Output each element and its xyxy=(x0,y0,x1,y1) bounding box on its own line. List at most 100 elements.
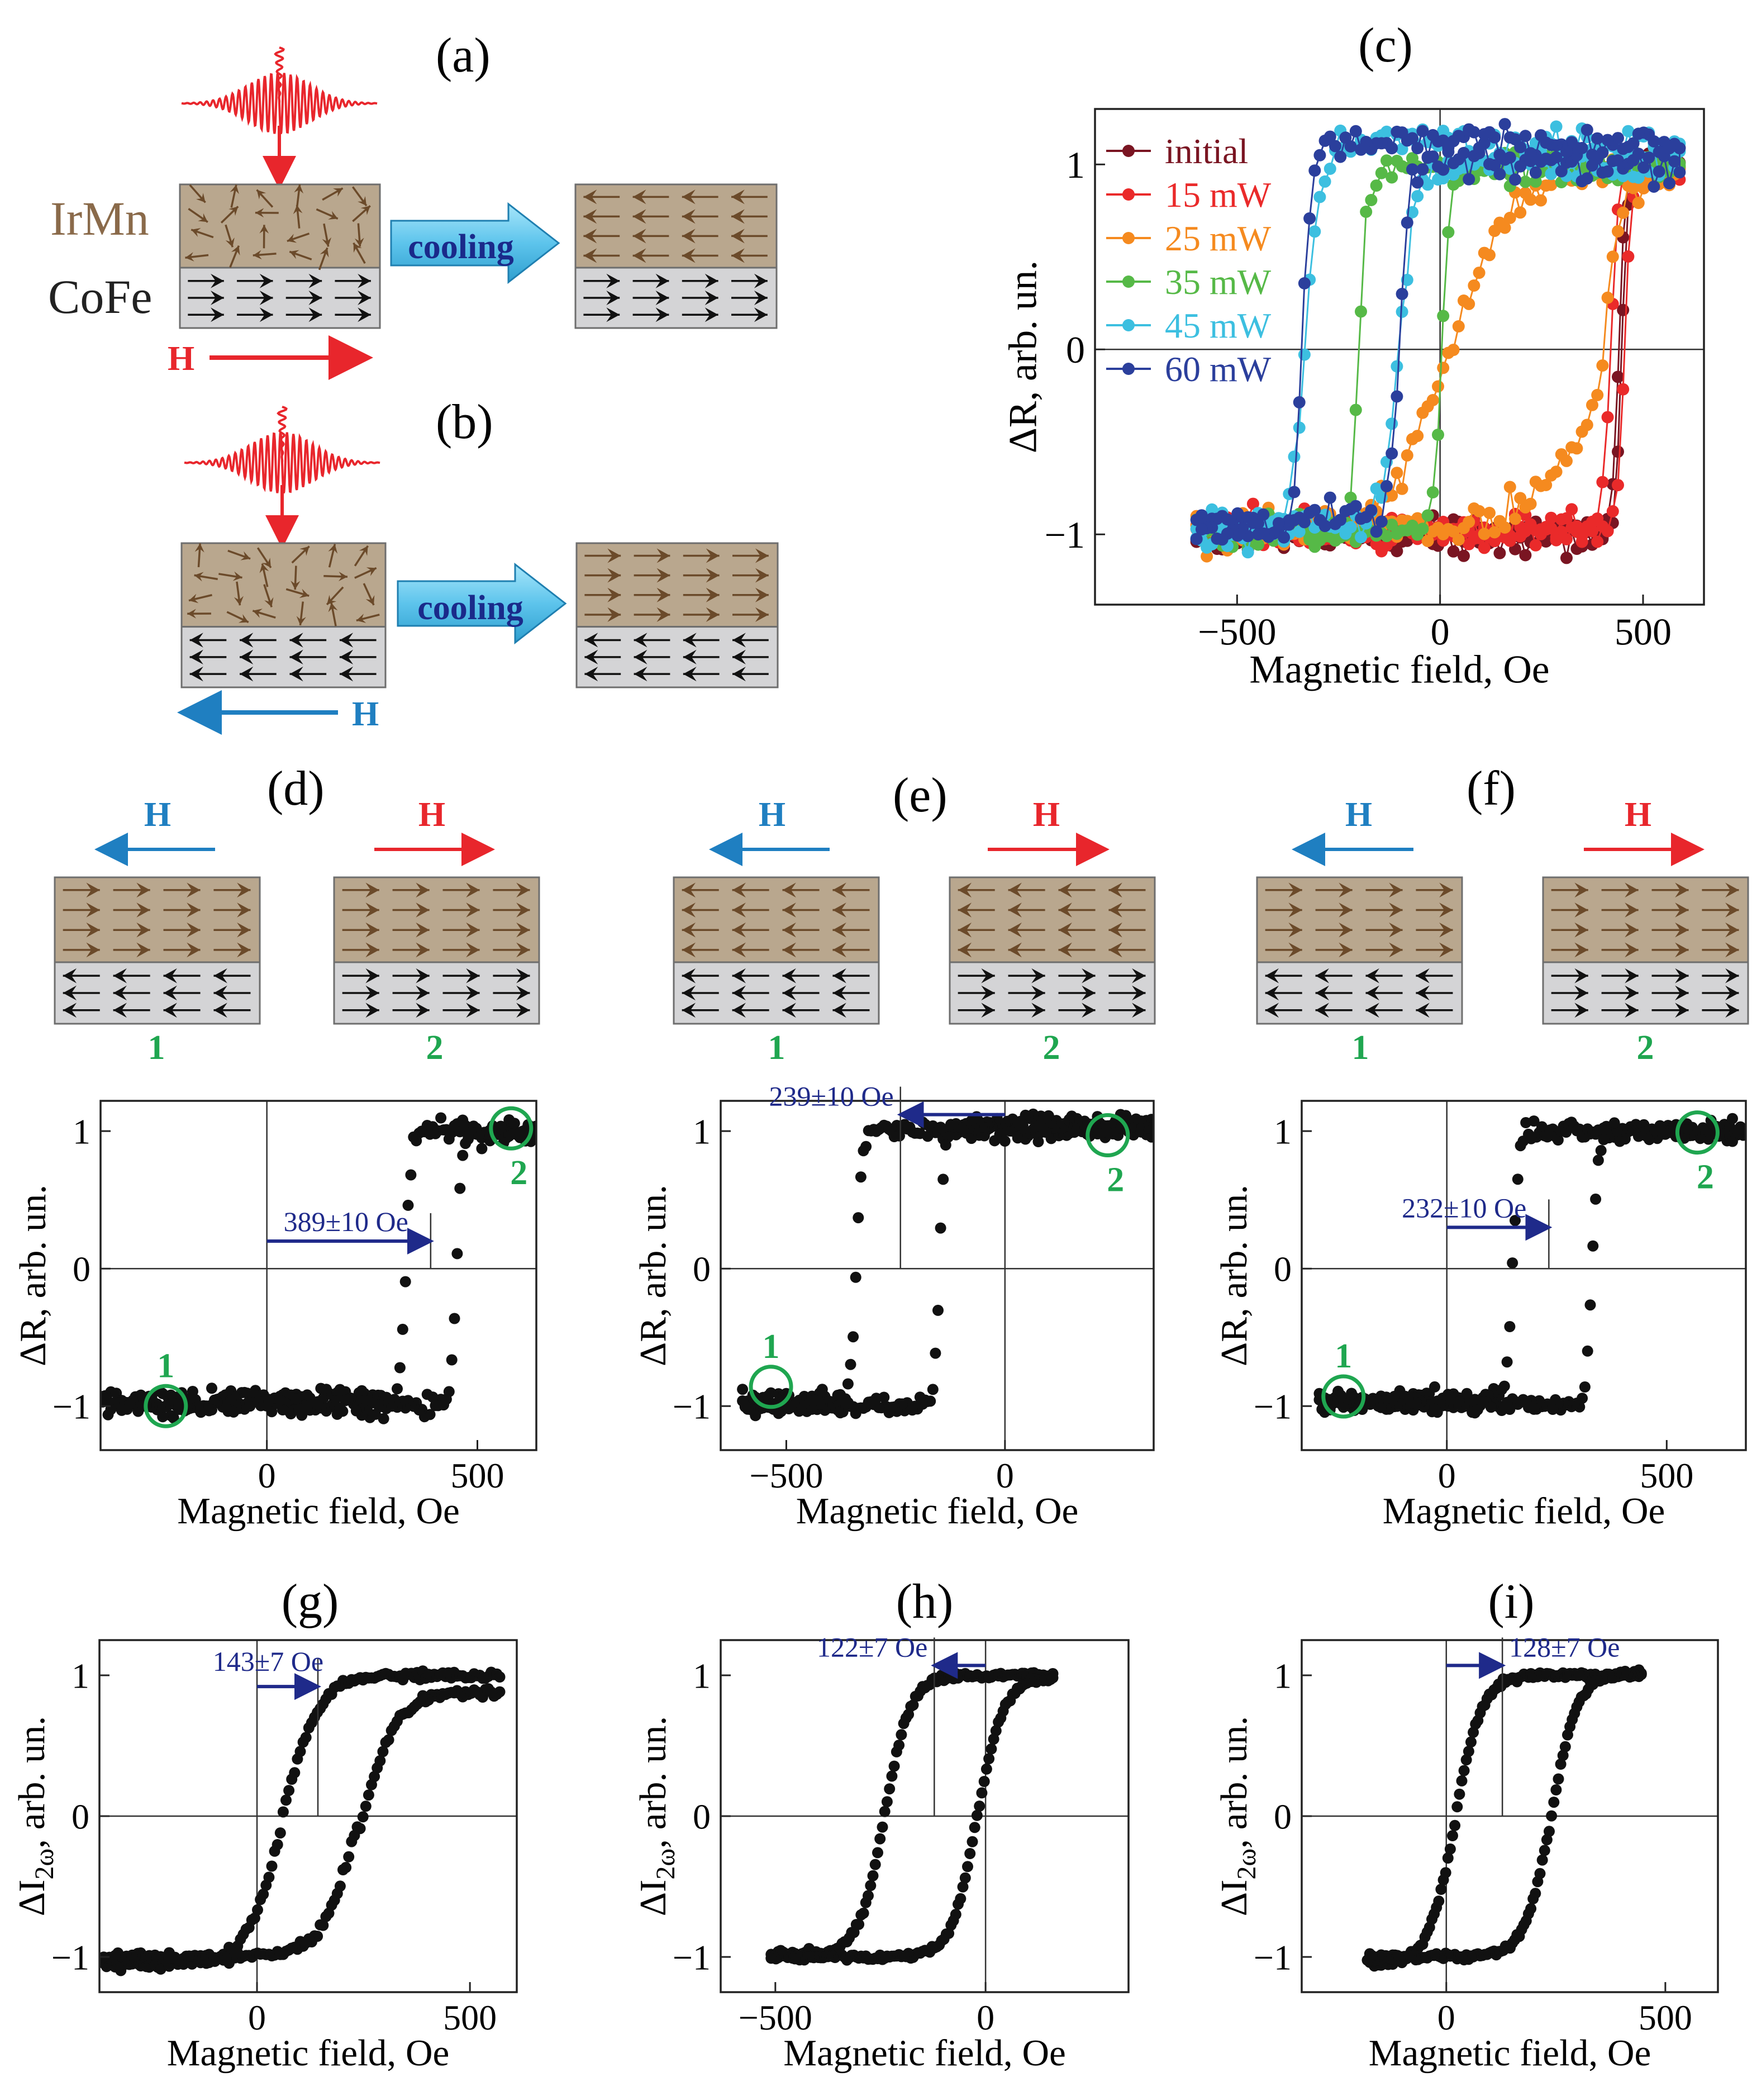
data-point xyxy=(937,1173,949,1185)
data-point xyxy=(1396,482,1408,495)
irmn-spin-arrow xyxy=(1108,922,1146,938)
data-point xyxy=(1580,172,1593,185)
cofe-spin-arrow xyxy=(339,633,377,648)
data-point xyxy=(927,1384,939,1395)
data-point xyxy=(988,1733,999,1745)
data-point xyxy=(986,1743,997,1755)
irmn-spin-arrow xyxy=(732,607,769,622)
data-point xyxy=(1421,178,1434,191)
data-point xyxy=(1246,516,1259,529)
irmn-spin-arrow xyxy=(1651,902,1689,918)
irmn-layer xyxy=(574,183,778,269)
irmn-spin-arrow xyxy=(732,882,769,898)
cofe-spin-arrow xyxy=(213,968,251,984)
legend-label: 25 mW xyxy=(1165,218,1272,258)
data-point xyxy=(476,1143,488,1154)
irmn-spin-arrow xyxy=(185,252,209,262)
data-point xyxy=(1622,250,1635,263)
data-point xyxy=(1406,163,1418,176)
cofe-spin-arrow xyxy=(583,273,620,288)
irmn-spin-arrow xyxy=(1365,922,1403,938)
cofe-spin-arrow xyxy=(634,667,670,682)
data-point xyxy=(1386,417,1398,430)
data-point xyxy=(765,1952,777,1964)
data-point xyxy=(1570,442,1583,455)
irmn-spin-arrow xyxy=(682,902,719,918)
irmn-spin-arrow xyxy=(782,902,820,918)
state-label-f-1: 1 xyxy=(1352,1029,1369,1067)
irmn-spin-arrow xyxy=(187,609,211,619)
irmn-spin-arrow xyxy=(732,922,769,938)
cofe-spin-arrow xyxy=(240,649,277,665)
irmn-spin-arrow xyxy=(493,922,530,938)
data-point xyxy=(1591,512,1604,525)
data-point xyxy=(957,1881,969,1893)
data-point xyxy=(1519,187,1532,199)
data-point xyxy=(1608,1117,1620,1129)
y-tick-label: −1 xyxy=(51,1937,89,1977)
data-point xyxy=(1584,1299,1596,1311)
layer-stack-a-before xyxy=(179,183,381,329)
cofe-spin-arrow xyxy=(493,1003,530,1018)
data-point xyxy=(1541,1834,1553,1846)
y-tick-label: 1 xyxy=(72,1656,89,1695)
cofe-spin-arrow xyxy=(163,985,201,1001)
data-point xyxy=(945,1119,956,1130)
data-point xyxy=(1451,1801,1463,1813)
data-point xyxy=(1579,1381,1591,1393)
data-point xyxy=(1545,168,1558,180)
data-point xyxy=(399,1276,411,1287)
data-point xyxy=(1601,291,1614,304)
data-point xyxy=(999,1135,1011,1147)
data-point xyxy=(1437,125,1450,137)
irmn-spin-arrow xyxy=(342,922,379,938)
data-point xyxy=(1612,225,1624,237)
data-point xyxy=(1524,147,1537,160)
legend-label: 35 mW xyxy=(1165,262,1272,302)
data-point xyxy=(1401,449,1413,462)
cofe-spin-arrow xyxy=(342,1003,379,1018)
cofe-spin-arrow xyxy=(392,968,430,984)
data-point xyxy=(1606,505,1619,517)
data-point xyxy=(1444,1843,1456,1855)
data-point xyxy=(1478,528,1491,540)
data-point xyxy=(1386,447,1398,460)
data-point xyxy=(967,1836,978,1847)
cofe-spin-arrow xyxy=(213,1003,251,1018)
data-point xyxy=(132,1405,144,1417)
irmn-spin-arrow xyxy=(188,208,208,223)
data-point xyxy=(377,1746,389,1757)
legend-entry: initial xyxy=(1106,131,1248,171)
annotation-label: 389±10 Oe xyxy=(284,1206,408,1237)
irmn-spin-arrow xyxy=(731,209,768,224)
x-tick-label: 0 xyxy=(996,1456,1014,1495)
data-point xyxy=(1587,1240,1599,1252)
data-point xyxy=(1416,522,1429,535)
irmn-layer xyxy=(673,876,880,963)
annotation-label: 128±7 Oe xyxy=(1509,1631,1620,1662)
x-axis-label: Magnetic field, Oe xyxy=(1383,1490,1665,1532)
annotation: 122±7 Oe xyxy=(817,1631,986,1816)
cofe-spin-arrow xyxy=(683,649,720,664)
irmn-spin-arrow xyxy=(63,942,100,958)
irmn-spin-arrow xyxy=(342,942,379,958)
x-tick-label: 500 xyxy=(1639,1998,1692,2037)
data-point xyxy=(959,1872,971,1884)
cooling-label-a: cooling xyxy=(408,228,513,266)
data-point xyxy=(1580,123,1593,136)
irmn-spin-arrow xyxy=(234,581,244,606)
data-point xyxy=(1449,1819,1461,1831)
cofe-spin-arrow xyxy=(682,985,719,1001)
chart-title: (i) xyxy=(1488,1575,1534,1629)
cofe-spin-arrow xyxy=(189,649,227,665)
data-point xyxy=(1349,125,1362,137)
irmn-spin-arrow xyxy=(683,587,720,602)
cofe-spin-arrow xyxy=(632,273,669,288)
data-point xyxy=(1606,250,1619,263)
y-tick-label: 0 xyxy=(73,1249,91,1289)
data-point xyxy=(1548,1797,1560,1808)
irmn-spin-arrow xyxy=(1365,942,1403,958)
data-point xyxy=(1442,226,1455,239)
data-point xyxy=(1632,127,1645,140)
data-point xyxy=(953,1898,964,1910)
